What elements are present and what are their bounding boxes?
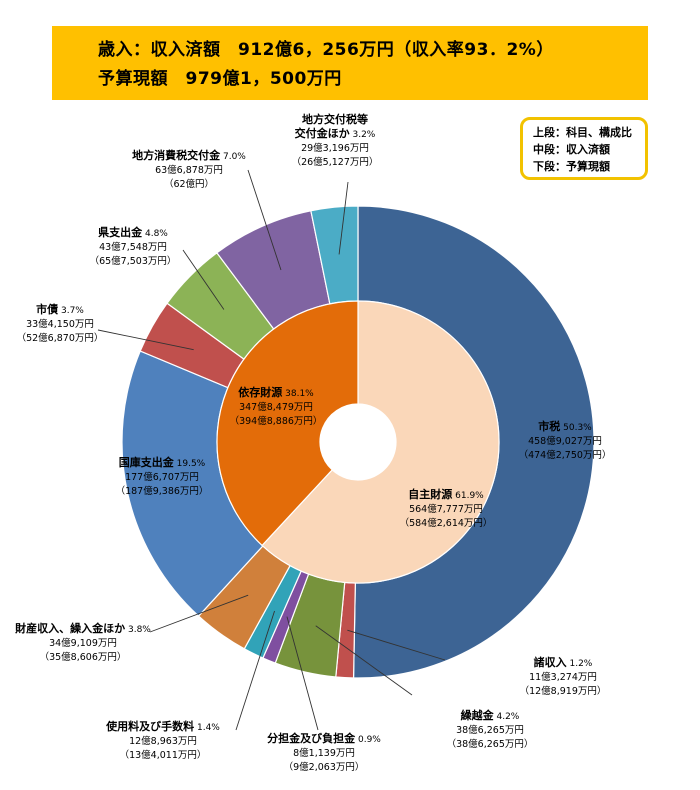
inner-pct-1: 38.1% [282,389,314,399]
outer-pct-5: 3.8% [125,625,151,635]
outer-actual-0: 458億9,027万円 [528,435,602,447]
outer-actual-6: 177億6,707万円 [125,471,199,483]
outer-pct-9: 7.0% [220,152,246,162]
outer-actual-1: 11億3,274万円 [529,671,597,683]
outer-pct-3: 0.9% [355,735,381,745]
outer-budget-0: （474億2,750万円） [519,449,612,461]
outer-pct-2: 4.2% [494,712,520,722]
outer-label-1: 諸収入 1.2% 11億3,274万円 （12億8,919万円） [520,655,607,697]
outer-actual-7: 33億4,150万円 [26,318,94,330]
inner-name-1: 依存財源 38.1% [238,385,314,399]
outer-actual-9: 63億6,878万円 [155,164,223,176]
outer-name-8: 県支出金 4.8% [98,225,168,239]
inner-label-1: 依存財源 38.1% 347億8,479万円 （394億8,886万円） [230,385,323,427]
leader-line-1 [347,629,446,661]
leader-line-7 [97,329,194,351]
outer-pct-10: 3.2% [350,130,376,140]
outer-pct-7: 3.7% [58,306,84,316]
outer-budget-2: （38億6,265万円） [447,738,534,750]
outer-name-0: 市税 50.3% [538,419,592,433]
legend-line-top: 上段：科目、構成比 [533,126,632,139]
outer-budget-10: （26億5,127万円） [292,156,379,168]
donut-hole [320,404,396,480]
outer-pct-1: 1.2% [567,659,593,669]
outer-name-10-1: 交付金ほか 3.2% [295,126,376,140]
outer-name-7: 市債 3.7% [36,302,84,316]
outer-actual-10: 29億3,196万円 [301,142,369,154]
leader-line-8 [182,249,225,310]
inner-actual-0: 564億7,777万円 [409,503,483,515]
inner-budget-1: （394億8,886万円） [230,415,323,427]
outer-name-3: 分担金及び負担金 0.9% [267,731,381,745]
outer-label-4: 使用料及び手数料 1.4% 12億8,963万円 （13億4,011万円） [105,719,220,761]
outer-name-1: 諸収入 1.2% [534,655,593,669]
outer-actual-5: 34億9,109万円 [49,637,117,649]
outer-budget-9: （62億円） [164,178,214,190]
inner-name-0: 自主財源 61.9% [408,487,484,501]
outer-actual-3: 8億1,139万円 [293,747,355,759]
outer-label-3: 分担金及び負担金 0.9% 8億1,139万円 （9億2,063万円） [267,731,381,773]
outer-name-9: 地方消費税交付金 7.0% [132,148,246,162]
outer-budget-8: （65億7,503万円） [90,255,177,267]
outer-budget-3: （9億2,063万円） [284,761,365,773]
leader-line-2 [315,625,413,696]
outer-pct-6: 19.5% [174,459,206,469]
leader-line-4 [235,610,275,731]
outer-label-6: 国庫支出金 19.5% 177億6,707万円 （187億9,386万円） [116,455,209,497]
outer-label-2: 繰越金 4.2% 38億6,265万円 （38億6,265万円） [447,708,534,750]
outer-label-0: 市税 50.3% 458億9,027万円 （474億2,750万円） [519,419,612,461]
outer-actual-8: 43億7,548万円 [99,241,167,253]
outer-pct-4: 1.4% [194,723,220,733]
outer-name-5: 財産収入、繰入金ほか 3.8% [14,621,151,635]
inner-actual-1: 347億8,479万円 [239,401,313,413]
leader-line-9 [247,169,282,271]
outer-actual-4: 12億8,963万円 [129,735,197,747]
leader-line-5 [149,594,249,633]
outer-name-10: 地方交付税等 [302,112,368,126]
outer-label-5: 財産収入、繰入金ほか 3.8% 34億9,109万円 （35億8,606万円） [14,621,151,663]
outer-budget-1: （12億8,919万円） [520,685,607,697]
outer-label-7: 市債 3.7% 33億4,150万円 （52億6,870万円） [17,302,104,344]
outer-name-4: 使用料及び手数料 1.4% [105,719,220,733]
outer-label-9: 地方消費税交付金 7.0% 63億6,878万円 （62億円） [132,148,246,190]
inner-label-0: 自主財源 61.9% 564億7,777万円 （584億2,614万円） [400,487,493,529]
leader-line-10 [338,181,349,255]
revenue-actual-line: 歳入：収入済額 912億6，256万円（収入率93．2%） [98,40,554,60]
outer-budget-5: （35億8,606万円） [40,651,127,663]
label-legend-box: 上段：科目、構成比 中段：収入済額 下段：予算現額 [520,117,648,180]
outer-budget-6: （187億9,386万円） [116,485,209,497]
outer-label-8: 県支出金 4.8% 43億7,548万円 （65億7,503万円） [90,225,177,267]
outer-name-2: 繰越金 4.2% [461,708,520,722]
outer-pct-0: 50.3% [560,423,592,433]
legend-line-middle: 中段：収入済額 [533,143,610,156]
legend-line-bottom: 下段：予算現額 [533,160,610,173]
leader-line-3 [286,616,319,731]
revenue-budget-line: 予算現額 979億1，500万円 [98,69,342,89]
outer-budget-4: （13億4,011万円） [120,749,207,761]
summary-header: 歳入：収入済額 912億6，256万円（収入率93．2%） 予算現額 979億1… [52,26,648,100]
outer-budget-7: （52億6,870万円） [17,332,104,344]
outer-name-6: 国庫支出金 19.5% [119,455,206,469]
inner-budget-0: （584億2,614万円） [400,517,493,529]
outer-actual-2: 38億6,265万円 [456,724,524,736]
outer-pct-8: 4.8% [142,229,168,239]
inner-pct-0: 61.9% [452,491,484,501]
